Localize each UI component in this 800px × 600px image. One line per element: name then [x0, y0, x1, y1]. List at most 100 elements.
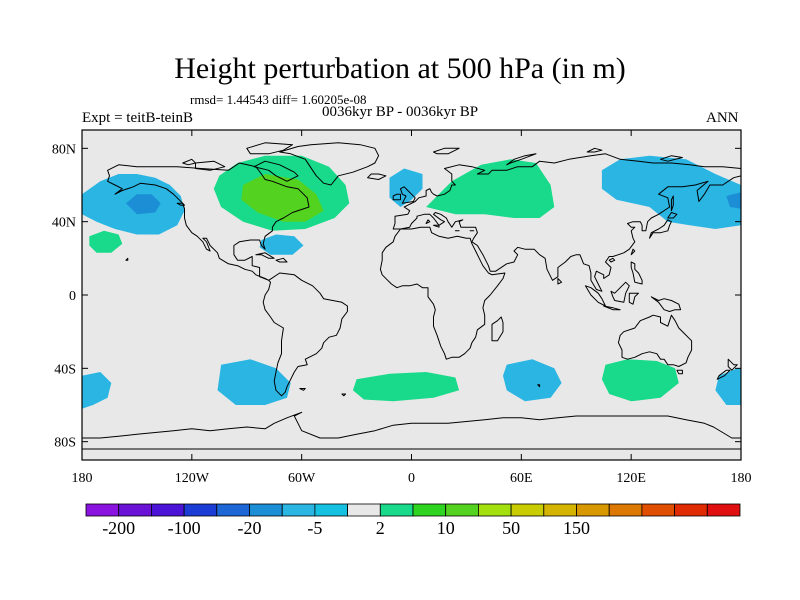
colorbar-swatch: [445, 503, 479, 517]
colorbar-swatch: [576, 503, 610, 517]
anomaly-region-nw-pacific-core: [726, 192, 741, 209]
coastline-africa: [379, 226, 506, 360]
colorbar-swatch: [347, 503, 381, 517]
anomaly-region-s-atlantic-pos: [352, 372, 460, 402]
map-title: Height perturbation at 500 hPa (in m): [174, 52, 626, 85]
coastline-severnaya-zemlya: [586, 147, 603, 153]
colorbar-swatch: [608, 503, 643, 517]
colorbar-swatch: [674, 503, 708, 517]
coastline-sri-lanka: [557, 278, 563, 285]
colorbar-swatch: [477, 503, 512, 517]
latitude-axis: 80N 40N 0 40S 80S: [52, 142, 741, 451]
anomaly-region-s-australia-pos: [601, 359, 679, 402]
colorbar-label: -200: [102, 518, 136, 538]
anomaly-region-n-pacific-core: [125, 194, 161, 215]
coastline-sakhalin: [670, 195, 674, 212]
anomaly-region-n-atlantic-neg: [389, 168, 423, 207]
coastline-japan: [649, 219, 672, 239]
colorbar-label: -20: [237, 518, 262, 538]
coastline-new-guinea: [650, 296, 682, 312]
coastline-new-zealand-north: [727, 358, 738, 371]
coastline-ellesmere-island: [246, 142, 293, 155]
coastline-sicily: [433, 224, 440, 228]
stats-text: rmsd= 1.44543 diff= 1.60205e-08: [190, 92, 367, 107]
colorbar-label: 2: [375, 518, 385, 538]
y-tick-label: 40N: [52, 216, 76, 231]
coastline-svalbard: [433, 147, 460, 155]
anomaly-fill-layer: [82, 155, 741, 409]
x-tick-label: 180: [72, 471, 93, 486]
colorbar-swatch: [706, 503, 741, 517]
colorbar-swatch: [183, 503, 218, 517]
colorbar-label: -100: [167, 518, 201, 538]
coastline-philippines: [630, 261, 643, 285]
colorbar-swatch: [641, 503, 676, 517]
colorbar-label: 50: [502, 518, 521, 538]
coastline-novaya-zemlya: [506, 153, 537, 166]
coastline-vancouver-island: [176, 202, 185, 206]
colorbar-swatch: [151, 503, 185, 517]
coastline-new-siberian-islands: [660, 155, 683, 162]
coastline-eurasia: [392, 153, 741, 292]
y-tick-label: 80S: [54, 436, 76, 451]
coastline-sumatra: [584, 285, 606, 307]
coastline-cuba: [255, 252, 275, 259]
coastline-madagascar: [491, 316, 504, 342]
coastline-baffin-island: [253, 160, 299, 182]
anomaly-region-ne-pacific-pos: [89, 230, 123, 253]
coastline-antarctica: [82, 411, 741, 450]
coastline-java: [603, 305, 621, 311]
period-label: 0036kyr BP - 0036kyr BP: [322, 104, 479, 120]
coastline-new-zealand-south: [716, 369, 731, 380]
colorbar-label: 150: [563, 518, 590, 538]
colorbar-swatch: [281, 503, 316, 517]
colorbar-swatch: [85, 503, 120, 517]
coastline-hokkaido: [667, 212, 678, 219]
colorbar-swatch: [510, 503, 545, 517]
coastline-kerguelen: [537, 384, 541, 388]
y-tick-label: 0: [69, 289, 76, 304]
coastline-australia: [617, 314, 693, 367]
x-tick-label: 0: [408, 471, 415, 486]
colorbar-swatch: [379, 503, 414, 517]
colorbar-swatch: [314, 503, 348, 517]
colorbar-label: 10: [436, 518, 455, 538]
coastline-british-isles: [400, 186, 416, 204]
colorbar-swatch: [412, 503, 447, 517]
colorbar-label: -5: [307, 518, 323, 538]
x-tick-label: 180: [731, 471, 752, 486]
y-tick-label: 80N: [52, 142, 76, 157]
coastline-iceland: [367, 173, 387, 180]
anomaly-region-nw-pacific-neg: [601, 155, 741, 229]
coastline-banks-island: [182, 158, 196, 166]
colorbar-swatch: [118, 503, 152, 517]
coastline-hispaniola: [275, 257, 288, 263]
x-tick-label: 60E: [510, 471, 533, 486]
coastline-taiwan: [630, 248, 636, 256]
x-tick-label: 60W: [288, 471, 316, 486]
colorbar-swatch: [249, 503, 283, 517]
anomaly-region-s-indian-neg: [503, 359, 562, 402]
anomaly-region-se-pacific-neg: [217, 359, 291, 405]
coastline-tasmania: [676, 369, 683, 375]
coastline-borneo: [610, 281, 630, 303]
coastline-layer: [82, 142, 741, 450]
coastline-sardinia: [425, 219, 431, 224]
experiment-label: Expt = teitB-teinB: [82, 110, 193, 126]
anomaly-region-s-pacific-neg: [82, 372, 112, 409]
x-tick-label: 120E: [616, 471, 646, 486]
coastline-ireland: [392, 193, 401, 201]
coastline-hainan: [608, 257, 616, 263]
coastline-hawaii: [125, 257, 129, 261]
coastline-falklands: [299, 388, 306, 391]
anomaly-region-n-america-core: [241, 174, 324, 222]
coastline-south-america: [262, 272, 348, 397]
x-tick-label: 120W: [175, 471, 210, 486]
colorbar-swatch: [543, 503, 577, 517]
longitude-axis: 180 120W 60W 0 60E 120E 180: [72, 130, 752, 486]
coastline-north-america: [107, 162, 310, 281]
colorbar-swatch: [216, 503, 250, 517]
coastline-sulawesi: [628, 292, 639, 305]
season-label: ANN: [706, 110, 739, 126]
